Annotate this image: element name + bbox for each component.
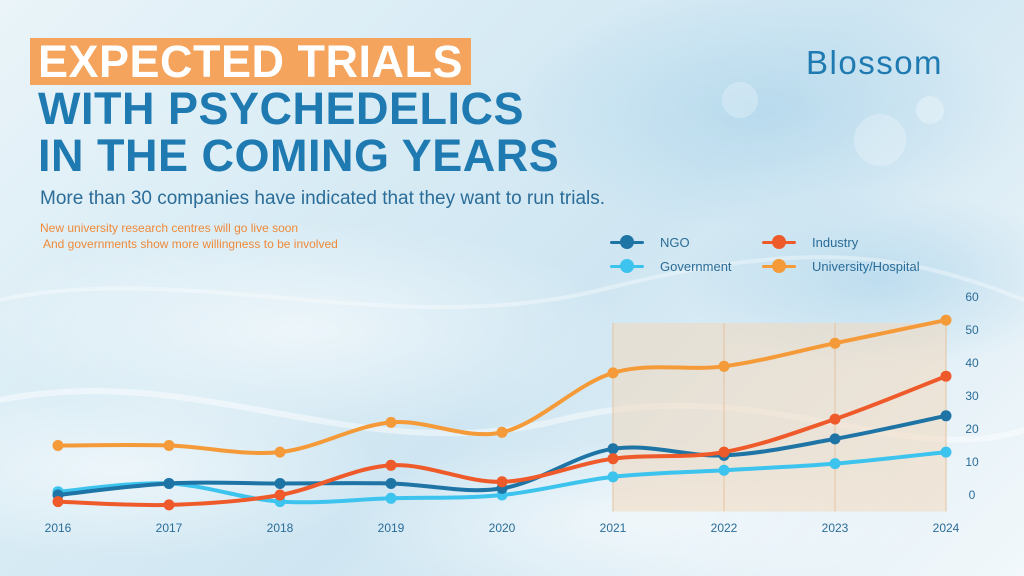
data-point-ngo-2019 <box>385 477 397 489</box>
legend-swatch-ngo <box>610 235 644 249</box>
data-point-university-2022 <box>718 360 730 372</box>
x-tick-label: 2022 <box>711 521 738 535</box>
data-point-university-2019 <box>385 416 397 428</box>
series-ngo <box>52 410 952 501</box>
y-tick-label: 50 <box>965 323 979 337</box>
data-point-ngo-2024 <box>940 410 952 422</box>
legend-label-government: Government <box>660 258 732 274</box>
data-point-industry-2023 <box>829 413 841 425</box>
legend-item-government: Government <box>610 256 732 276</box>
data-point-industry-2024 <box>940 370 952 382</box>
data-point-industry-2019 <box>385 459 397 471</box>
x-tick-label: 2021 <box>600 521 627 535</box>
data-point-industry-2022 <box>718 446 730 458</box>
data-point-ngo-2017 <box>163 477 175 489</box>
data-point-university-2018 <box>274 446 286 458</box>
logo-text: Blossom <box>806 44 944 81</box>
legend-swatch-government <box>610 259 644 273</box>
legend-swatch-university <box>762 259 796 273</box>
title-line-1: EXPECTED TRIALS <box>30 38 472 85</box>
legend-item-university: University/Hospital <box>762 256 920 276</box>
data-point-university-2023 <box>829 337 841 349</box>
y-tick-label: 30 <box>965 389 979 403</box>
x-tick-label: 2024 <box>933 521 960 535</box>
chart-legend: NGO Industry Government University/Hospi… <box>610 232 970 276</box>
data-point-ngo-2018 <box>274 477 286 489</box>
data-point-industry-2021 <box>607 453 619 465</box>
legend-item-ngo: NGO <box>610 232 690 252</box>
legend-label-industry: Industry <box>812 234 859 250</box>
data-point-industry-2017 <box>163 499 175 511</box>
legend-label-ngo: NGO <box>660 234 690 250</box>
data-point-university-2020 <box>496 426 508 438</box>
x-tick-label: 2019 <box>378 521 405 535</box>
legend-swatch-industry <box>762 235 796 249</box>
data-point-university-2016 <box>52 440 64 451</box>
title-line-3: IN THE COMING YEARS <box>38 130 560 181</box>
y-tick-label: 60 <box>965 290 979 304</box>
x-tick-label: 2016 <box>45 521 72 535</box>
legend-label-university: University/Hospital <box>812 258 920 274</box>
x-tick-label: 2023 <box>822 521 849 535</box>
data-point-university-2024 <box>940 314 952 326</box>
data-point-industry-2016 <box>52 496 64 508</box>
series-industry <box>52 370 952 511</box>
page-title: EXPECTED TRIALS WITH PSYCHEDELICS IN THE… <box>30 38 560 181</box>
data-point-university-2017 <box>163 440 175 451</box>
x-tick-label: 2020 <box>489 521 516 535</box>
data-point-government-2021 <box>607 471 619 483</box>
y-tick-label: 0 <box>969 488 976 502</box>
data-point-government-2022 <box>718 464 730 476</box>
subtitle: More than 30 companies have indicated th… <box>40 188 606 209</box>
data-point-government-2023 <box>829 458 841 470</box>
legend-item-industry: Industry <box>762 232 858 252</box>
highlight-band <box>613 323 946 512</box>
note-university: New university research centres will go … <box>40 221 299 235</box>
brand-logo: Blossom <box>806 44 943 82</box>
y-tick-label: 20 <box>965 422 979 436</box>
data-point-ngo-2023 <box>829 433 841 445</box>
data-point-university-2021 <box>607 367 619 379</box>
y-tick-label: 10 <box>965 455 979 469</box>
y-tick-label: 40 <box>965 356 979 370</box>
data-point-industry-2020 <box>496 476 508 488</box>
data-point-industry-2018 <box>274 489 286 501</box>
x-tick-label: 2017 <box>156 521 183 535</box>
data-point-government-2024 <box>940 446 952 458</box>
note-government: And governments show more willingness to… <box>43 237 338 251</box>
title-line-2: WITH PSYCHEDELICS <box>38 83 525 134</box>
data-point-ngo-2021 <box>607 443 619 455</box>
x-tick-label: 2018 <box>267 521 294 535</box>
data-point-government-2019 <box>385 492 397 504</box>
series-university <box>52 314 952 458</box>
